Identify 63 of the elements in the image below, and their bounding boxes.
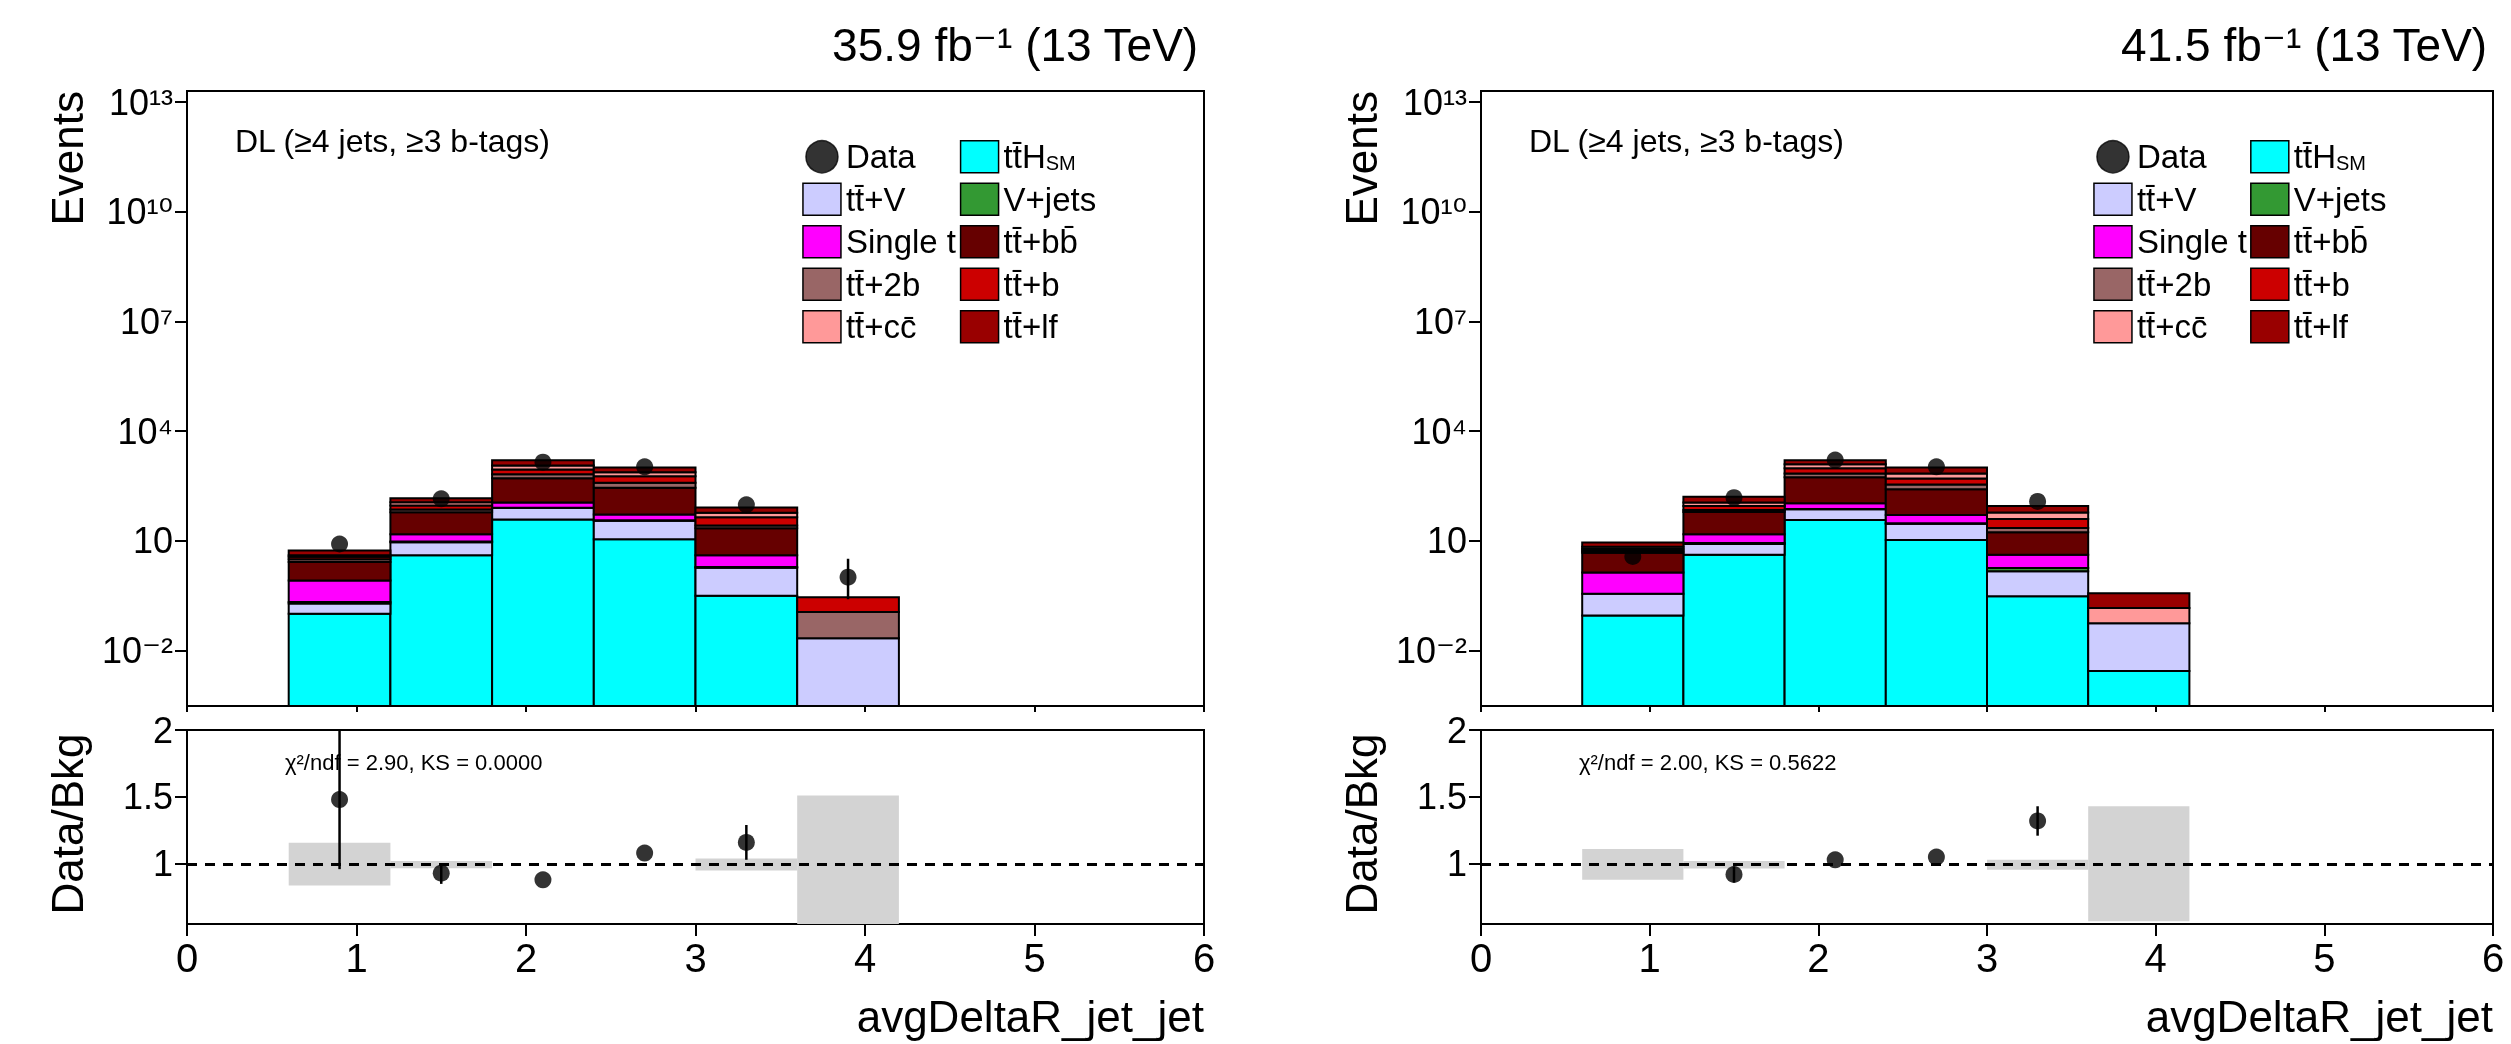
x-tick-label: 3	[684, 936, 707, 980]
legend-label: tt̄+lf	[1003, 308, 1059, 346]
legend-label: Data	[2136, 138, 2208, 176]
x-tick-label: 0	[1469, 936, 1493, 980]
x-tick-label: 1	[1638, 936, 1661, 980]
x-tick-label: 4	[853, 936, 877, 980]
x-tick-label: 2	[1807, 936, 1830, 980]
y-tick-label: 10⁻²	[101, 629, 173, 671]
y-tick-label: 10¹³	[1402, 81, 1467, 123]
y-axis-title: Data/Bkg	[42, 733, 92, 915]
legend-label: tt̄+2b	[845, 265, 921, 303]
y-tick-label: 10⁴	[1411, 410, 1467, 452]
chart-title: 41.5 fb⁻¹ (13 TeV)	[2121, 19, 2488, 71]
annotation: DL (≥4 jets, ≥3 b-tags)	[1529, 123, 1844, 159]
chart-title: 35.9 fb⁻¹ (13 TeV)	[832, 19, 1199, 71]
legend-label: tt̄+bb̄	[2293, 223, 2369, 261]
y-tick-label: 2	[1446, 709, 1467, 751]
legend-label: tt̄+V	[2136, 180, 2197, 218]
legend-label: V+jets	[1003, 180, 1097, 218]
x-tick-label: 3	[1975, 936, 1999, 980]
x-tick-label: 6	[2481, 936, 2505, 980]
x-tick-label: 4	[2144, 936, 2167, 980]
legend-label: tt̄+lf	[2293, 308, 2349, 346]
annotation: DL (≥4 jets, ≥3 b-tags)	[235, 123, 550, 159]
y-tick-label: 10¹⁰	[106, 191, 173, 233]
y-tick-label: 10	[132, 520, 173, 562]
y-axis-title: Data/Bkg	[1336, 733, 1386, 915]
legend-label: V+jets	[2293, 180, 2387, 218]
y-tick-label: 10	[1426, 520, 1467, 562]
x-tick-label: 5	[2313, 936, 2336, 980]
x-tick-label: 6	[1192, 936, 1216, 980]
y-tick-label: 10¹⁰	[1400, 191, 1467, 233]
legend-label: tt̄+V	[845, 180, 906, 218]
y-tick-label: 2	[152, 709, 173, 751]
y-tick-label: 1	[152, 843, 173, 885]
y-tick-label: 10⁻²	[1395, 629, 1467, 671]
legend-label: tt̄HSM	[1003, 138, 1076, 176]
y-tick-label: 1.5	[122, 776, 173, 818]
legend-label: Single t	[2136, 223, 2248, 261]
legend-label: tt̄+cc̄	[845, 308, 917, 346]
legend-label: tt̄HSM	[2293, 138, 2366, 176]
y-tick-label: 10⁴	[117, 410, 173, 452]
legend-label: tt̄+b	[1003, 265, 1060, 303]
y-axis-title: Events	[42, 91, 92, 226]
legend-label: tt̄+2b	[2136, 265, 2212, 303]
x-axis-title: avgDeltaR_jet_jet	[2145, 991, 2493, 1041]
x-tick-label: 5	[1023, 936, 1046, 980]
y-tick-label: 10⁷	[1413, 300, 1467, 342]
x-tick-label: 2	[514, 936, 538, 980]
legend-label: tt̄+cc̄	[2136, 308, 2208, 346]
y-axis-title: Events	[1336, 91, 1386, 226]
y-tick-label: 1.5	[1416, 776, 1467, 818]
x-tick-label: 0	[175, 936, 199, 980]
x-axis-title: avgDeltaR_jet_jet	[856, 991, 1204, 1041]
x-tick-label: 1	[345, 936, 368, 980]
legend-label: Data	[845, 138, 917, 176]
legend-label: Single t	[845, 223, 957, 261]
y-tick-label: 10⁷	[119, 300, 173, 342]
annotation: χ²/ndf = 2.00, KS = 0.5622	[1579, 749, 1837, 775]
legend-label: tt̄+b	[2293, 265, 2350, 303]
legend-label: tt̄+bb̄	[1003, 223, 1078, 261]
y-tick-label: 10¹³	[108, 81, 173, 123]
y-tick-label: 1	[1446, 843, 1467, 885]
